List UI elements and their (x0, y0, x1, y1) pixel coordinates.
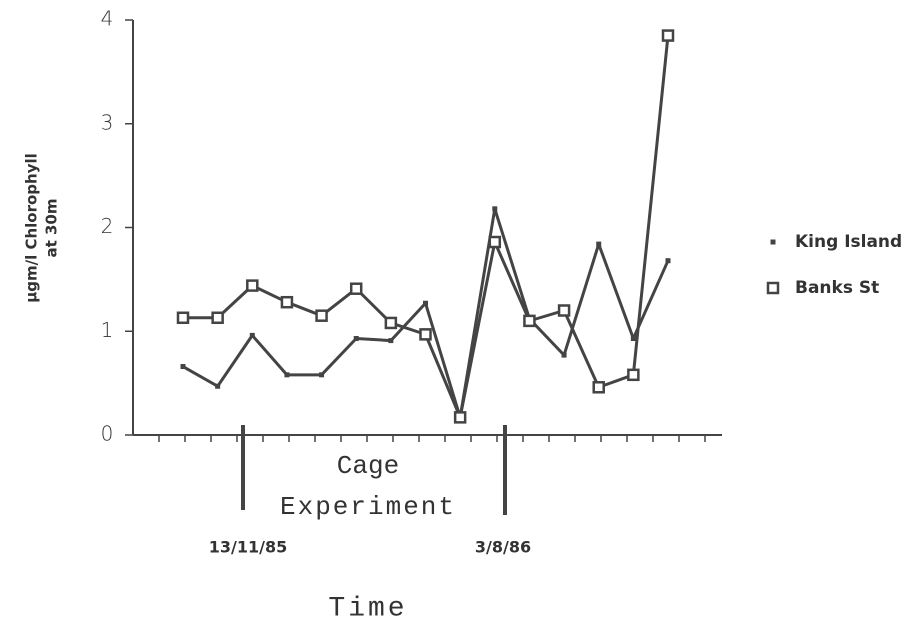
point (176, 311, 190, 325)
legend-label: Banks St (795, 278, 879, 298)
point (661, 29, 675, 42)
point (353, 336, 359, 342)
annotation: 3/8/86 (475, 538, 531, 557)
series-line (183, 35, 670, 419)
point (349, 282, 363, 295)
legend-marker (766, 281, 780, 295)
point (423, 300, 428, 306)
point (246, 279, 259, 292)
point (561, 352, 567, 358)
point (319, 372, 325, 378)
point (215, 383, 221, 389)
point (419, 328, 432, 341)
point (388, 338, 394, 344)
y-tick-label: 1 (101, 318, 114, 342)
y-axis-label-line: at 30m (43, 198, 61, 257)
y-tick-label: 0 (101, 422, 114, 446)
annotation: Cage (337, 451, 399, 481)
y-axis-label-line: µgm/l Chlorophyll (23, 153, 41, 303)
point (211, 311, 224, 325)
point (630, 336, 636, 342)
point (627, 368, 640, 382)
point (596, 241, 602, 247)
legend-marker (770, 239, 776, 245)
point (280, 295, 294, 309)
legend-label: King Island (795, 232, 902, 252)
point (249, 332, 255, 338)
annotation: 13/11/85 (209, 538, 287, 557)
point (180, 364, 186, 370)
y-tick-label: 3 (101, 110, 114, 134)
y-tick-label: 2 (101, 214, 114, 238)
point (284, 372, 290, 378)
point (315, 309, 328, 322)
annotation: Experiment (280, 492, 456, 522)
point (592, 381, 605, 394)
y-tick-label: 4 (101, 7, 114, 31)
point (523, 314, 536, 328)
point (384, 316, 398, 330)
y-axis-label: µgm/l Chlorophyll at 30m (23, 153, 61, 303)
point (492, 206, 498, 212)
point (453, 411, 467, 424)
point (557, 304, 571, 317)
x-axis-label: Time (328, 593, 407, 624)
point (665, 258, 671, 264)
point (488, 235, 502, 249)
